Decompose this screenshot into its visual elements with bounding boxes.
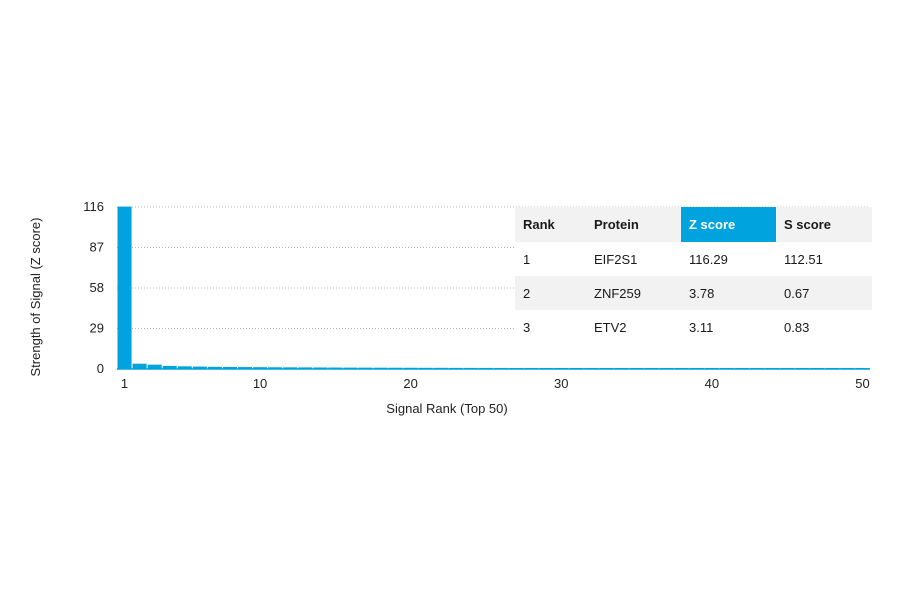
y-axis-title: Strength of Signal (Z score) xyxy=(28,218,43,377)
y-tick-label: 0 xyxy=(97,361,104,376)
header-protein: Protein xyxy=(586,207,681,242)
y-tick-label: 29 xyxy=(90,321,104,336)
bar xyxy=(222,366,237,369)
cell-rank: 1 xyxy=(515,242,586,276)
y-tick-label: 116 xyxy=(83,199,104,214)
bar xyxy=(207,366,222,369)
bar xyxy=(268,367,283,369)
y-tick-label: 87 xyxy=(90,240,104,255)
table-row: 2 ZNF259 3.78 0.67 xyxy=(515,276,872,310)
cell-rank: 3 xyxy=(515,310,586,344)
cell-z-score: 3.11 xyxy=(681,310,776,344)
bar xyxy=(298,367,313,369)
x-tick-label: 40 xyxy=(705,376,719,391)
cell-s-score: 0.67 xyxy=(776,276,872,310)
header-s-score: S score xyxy=(776,207,872,242)
bar xyxy=(147,364,162,369)
bar xyxy=(117,206,132,369)
x-tick-label: 30 xyxy=(554,376,568,391)
x-tick-label: 50 xyxy=(855,376,869,391)
x-tick-labels: 1 10 20 30 40 50 xyxy=(121,376,870,391)
x-tick-label: 10 xyxy=(253,376,267,391)
bar xyxy=(177,366,192,369)
table-header-row: Rank Protein Z score S score xyxy=(515,207,872,242)
table-row: 3 ETV2 3.11 0.83 xyxy=(515,310,872,344)
cell-z-score: 3.78 xyxy=(681,276,776,310)
bar xyxy=(237,367,253,369)
x-tick-label: 20 xyxy=(403,376,417,391)
bar xyxy=(132,363,147,369)
table-row: 1 EIF2S1 116.29 112.51 xyxy=(515,242,872,276)
x-tick-label: 1 xyxy=(121,376,128,391)
header-z-score: Z score xyxy=(681,207,776,242)
cell-s-score: 0.83 xyxy=(776,310,872,344)
header-rank: Rank xyxy=(515,207,586,242)
bar xyxy=(313,367,328,369)
bar xyxy=(283,367,298,369)
bars xyxy=(117,206,870,370)
y-tick-labels: 0 29 58 87 116 xyxy=(83,199,104,376)
cell-rank: 2 xyxy=(515,276,586,310)
bar xyxy=(253,367,268,369)
cell-protein: EIF2S1 xyxy=(586,242,681,276)
bar xyxy=(192,366,207,369)
cell-z-score: 116.29 xyxy=(681,242,776,276)
y-tick-label: 58 xyxy=(90,280,104,295)
cell-protein: ZNF259 xyxy=(586,276,681,310)
score-table: Rank Protein Z score S score 1 EIF2S1 11… xyxy=(515,207,872,344)
bar xyxy=(162,365,177,369)
cell-s-score: 112.51 xyxy=(776,242,872,276)
x-axis-title: Signal Rank (Top 50) xyxy=(386,401,507,416)
cell-protein: ETV2 xyxy=(586,310,681,344)
